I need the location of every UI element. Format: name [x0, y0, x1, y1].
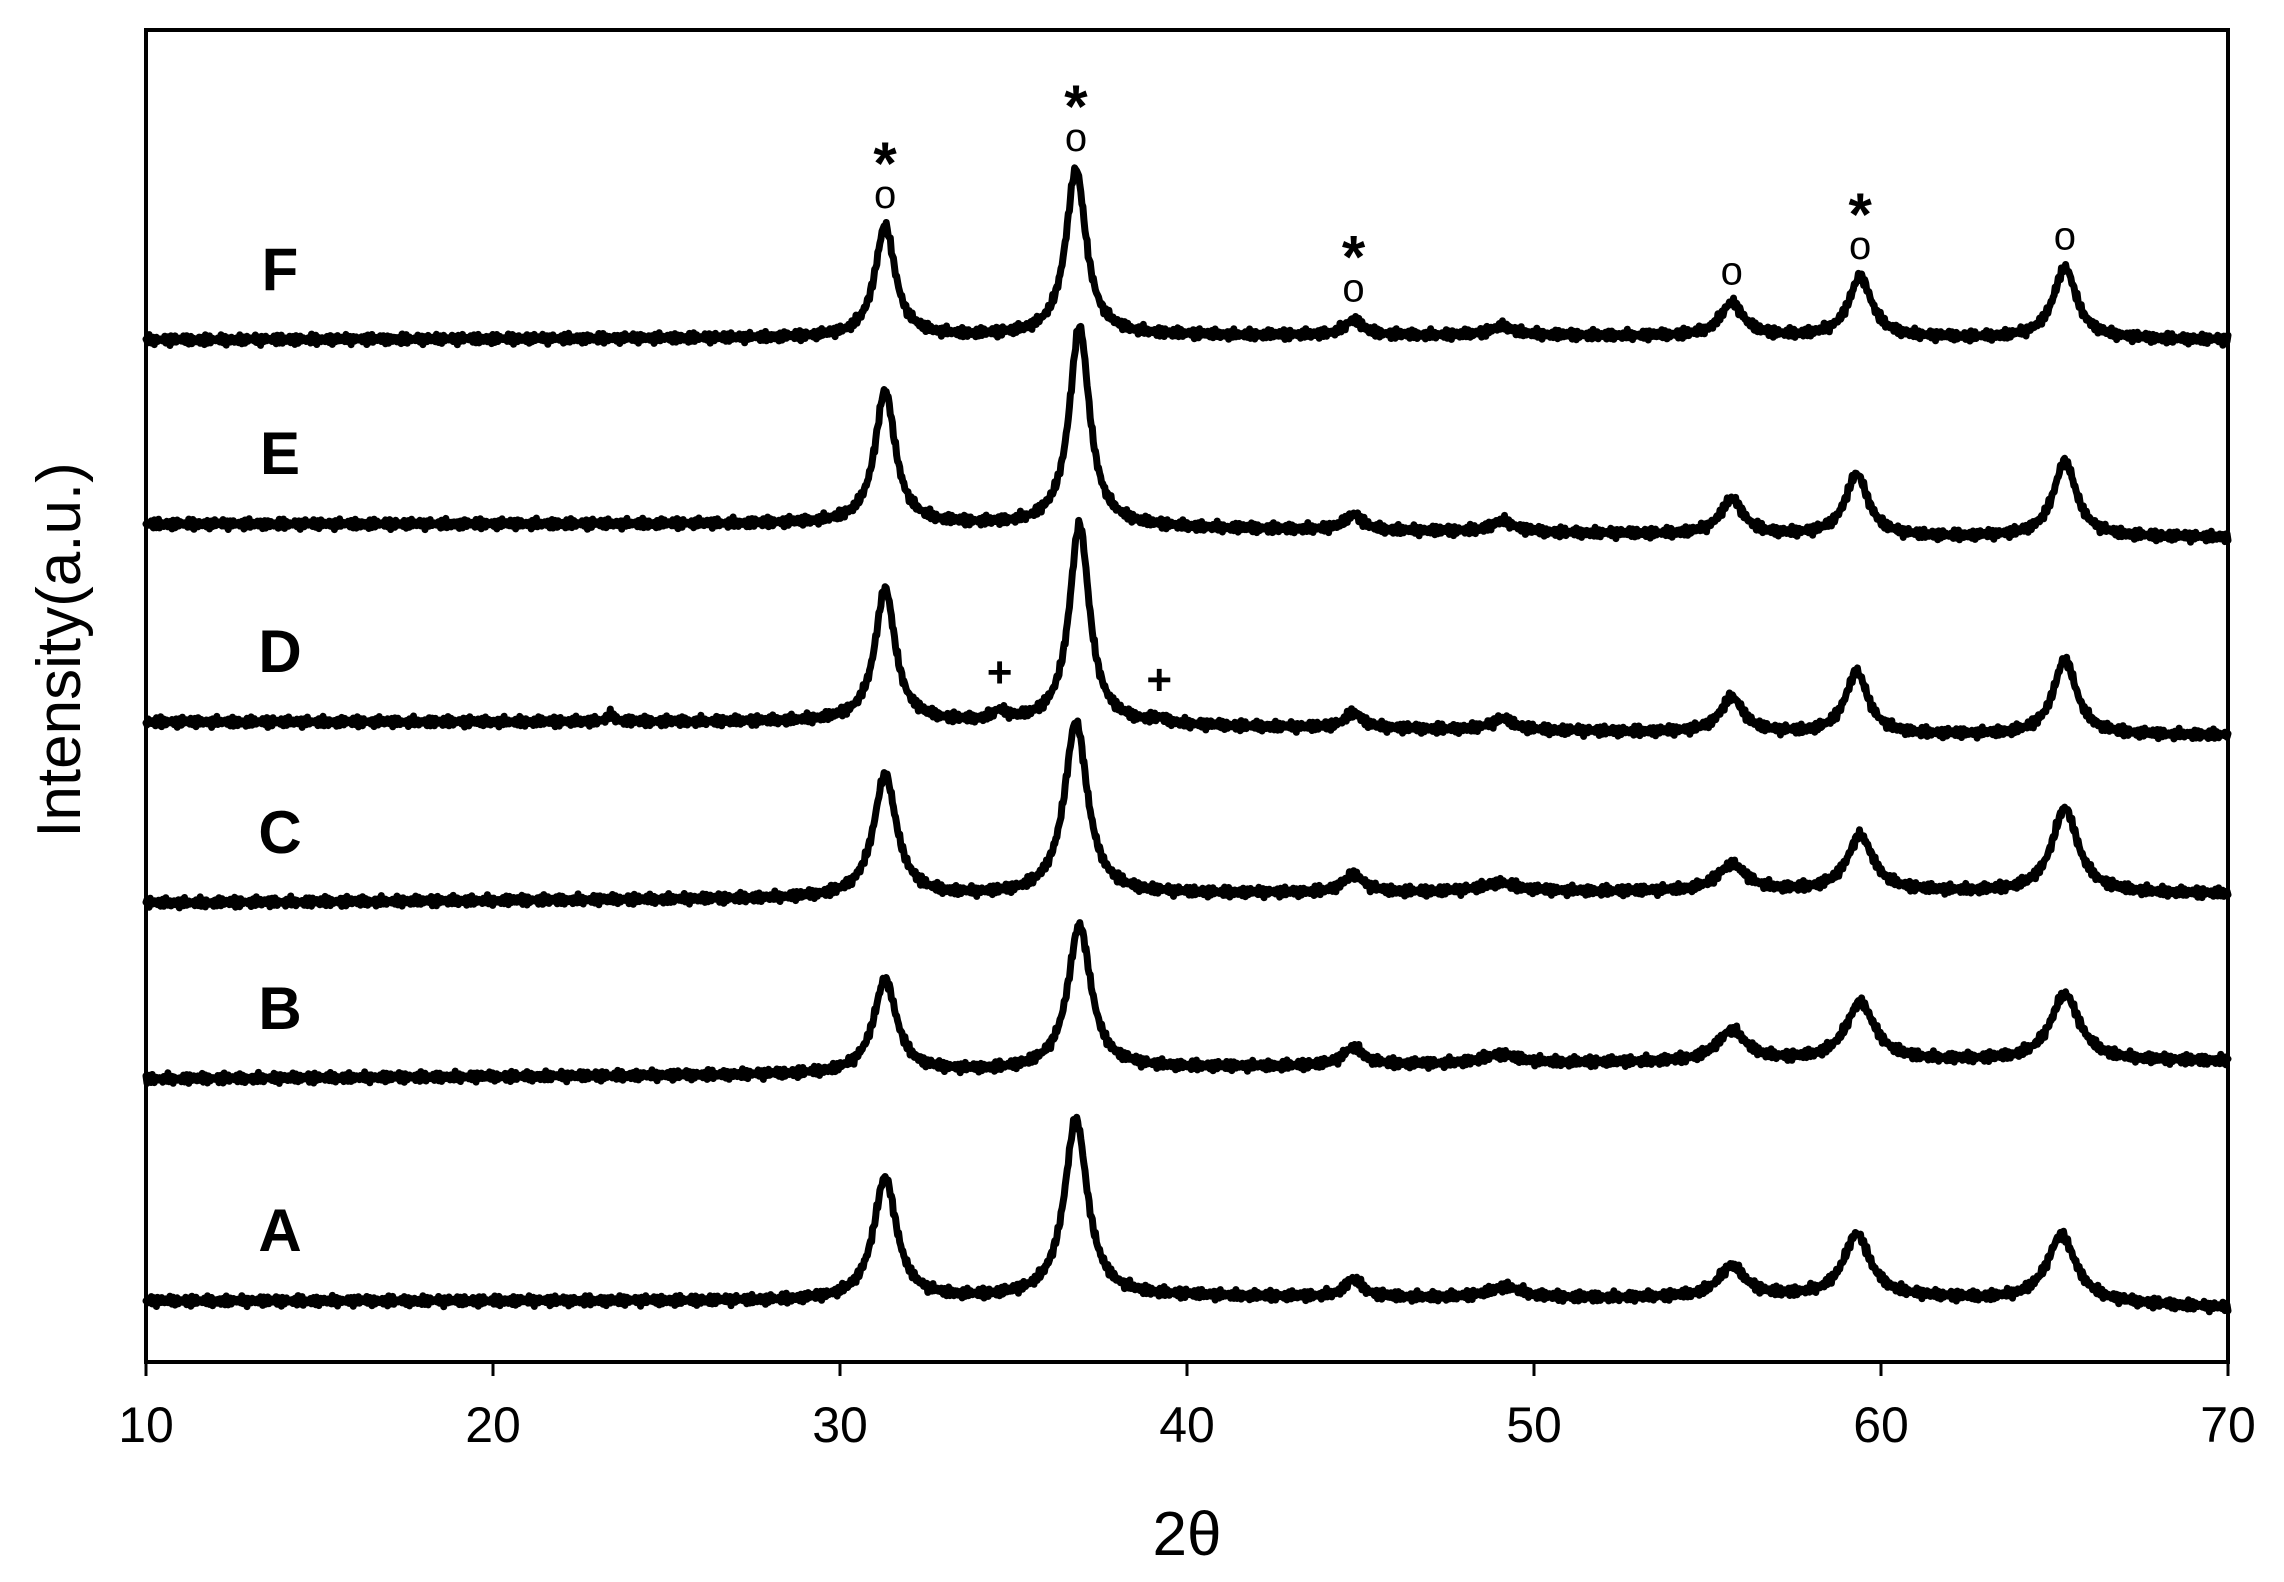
peak-marker-star: *	[873, 130, 897, 197]
series-line-b	[142, 919, 2232, 1087]
x-tick-label: 70	[2200, 1397, 2256, 1453]
series-line-c	[142, 717, 2232, 912]
series-label-d: D	[258, 618, 301, 685]
x-tick-label: 40	[1159, 1397, 1215, 1453]
peak-marker-plus: +	[1146, 656, 1172, 705]
x-tick-label: 30	[812, 1397, 868, 1453]
peak-marker-circle: o	[1849, 224, 1871, 268]
peak-marker-star: *	[1849, 181, 1873, 248]
series-labels-group: A B C D E F	[258, 236, 301, 1264]
series-label-e: E	[260, 420, 300, 487]
series-label-b: B	[258, 975, 301, 1042]
x-axis-title: 2θ	[1153, 1500, 1222, 1569]
curves-group	[142, 164, 2232, 1316]
y-axis-title: Intensity(a.u.)	[25, 462, 94, 838]
x-axis: 10 20 30 40 50 60 70	[118, 1362, 2256, 1453]
x-tick-label: 60	[1853, 1397, 1909, 1453]
plot-frame	[144, 28, 2230, 1364]
peak-marker-circle: o	[1342, 266, 1364, 310]
x-tick-label: 10	[118, 1397, 174, 1453]
series-label-f: F	[262, 236, 299, 303]
peak-marker-circle: o	[1065, 116, 1087, 160]
peak-marker-circle: o	[874, 173, 896, 217]
x-tick-label: 50	[1506, 1397, 1562, 1453]
series-line-d	[142, 516, 2232, 743]
series-line-a	[142, 1113, 2232, 1316]
series-label-c: C	[258, 799, 301, 866]
x-tick-label: 20	[465, 1397, 521, 1453]
series-line-f	[142, 164, 2232, 349]
peak-marker-star: *	[1342, 223, 1366, 290]
series-label-a: A	[258, 1197, 301, 1264]
peak-marker-circle: o	[2054, 215, 2076, 259]
series-line-e	[142, 322, 2232, 546]
peak-marker-circle: o	[1721, 250, 1743, 294]
peak-marker-plus: +	[987, 648, 1013, 697]
peak-marker-star: *	[1064, 73, 1088, 140]
annotations-group: o* o*o* oo* o+ +	[873, 73, 2076, 704]
